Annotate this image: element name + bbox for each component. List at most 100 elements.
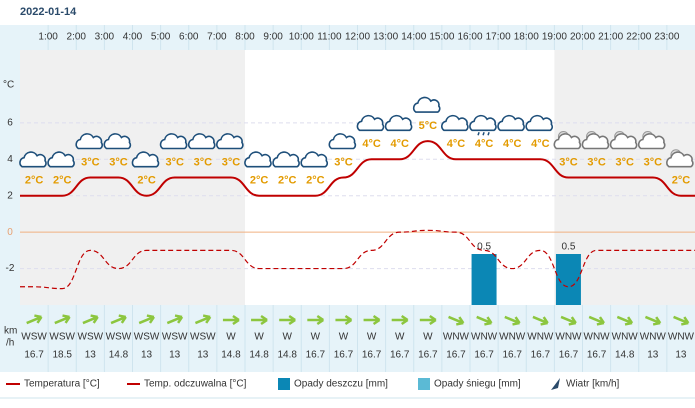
hour-label: 8:00 bbox=[235, 32, 255, 43]
wind-arrow-shape bbox=[82, 314, 99, 325]
weather-icon bbox=[356, 114, 385, 132]
wind-speed: 18.5 bbox=[52, 350, 72, 361]
wind-speed: 13 bbox=[169, 350, 181, 361]
temperature-label: 4°C bbox=[362, 138, 381, 150]
wind-speed: 16.7 bbox=[559, 350, 579, 361]
wind-arrow-shape bbox=[673, 315, 690, 326]
cloud bbox=[525, 114, 554, 132]
wind-arrow bbox=[138, 314, 155, 325]
wind-speed: 13 bbox=[675, 350, 687, 361]
wind-direction: WSW bbox=[134, 332, 160, 343]
temperature-label: 3°C bbox=[587, 156, 606, 168]
hour-label: 3:00 bbox=[95, 32, 115, 43]
temperature-label: 3°C bbox=[194, 156, 213, 168]
cloud bbox=[19, 151, 47, 168]
wind-unit: /h bbox=[6, 338, 14, 349]
legend-label: Opady śniegu [mm] bbox=[434, 379, 521, 390]
chart-title: 2022-01-14 bbox=[20, 6, 77, 18]
wind-unit: km bbox=[4, 326, 17, 337]
wind-direction: WNW bbox=[584, 332, 611, 343]
wind-arrow bbox=[363, 314, 381, 326]
precip-bar bbox=[555, 254, 581, 305]
temperature-label: 3°C bbox=[334, 156, 353, 168]
wind-speed: 16.7 bbox=[418, 350, 438, 361]
y-tick-label: 0 bbox=[7, 227, 13, 238]
wind-direction: WNW bbox=[527, 332, 554, 343]
cloud bbox=[328, 133, 357, 150]
wind-arrow bbox=[419, 314, 437, 326]
temperature-label: 3°C bbox=[165, 156, 184, 168]
hour-label: 16:00 bbox=[457, 32, 482, 43]
wind-arrow bbox=[532, 315, 549, 326]
cloud bbox=[412, 96, 441, 113]
cloud bbox=[356, 114, 385, 132]
weather-icon bbox=[159, 133, 188, 150]
hour-label: 10:00 bbox=[289, 32, 314, 43]
weather-icon bbox=[75, 133, 104, 150]
wind-arrow bbox=[616, 315, 634, 326]
wind-arrow-shape bbox=[504, 315, 521, 326]
temperature-label: 4°C bbox=[447, 138, 466, 150]
wind-arrow bbox=[335, 314, 353, 326]
wind-arrow bbox=[588, 315, 605, 326]
wind-speed: 16.7 bbox=[502, 350, 522, 361]
weather-icon bbox=[581, 131, 610, 150]
legend-swatch bbox=[278, 378, 290, 390]
hour-label: 5:00 bbox=[151, 32, 171, 43]
weather-icon bbox=[328, 133, 357, 150]
legend-label: Wiatr [km/h] bbox=[566, 379, 620, 390]
weather-icon bbox=[131, 151, 160, 168]
legend-label: Temp. odczuwalna [°C] bbox=[144, 379, 247, 390]
wind-speed: 13 bbox=[647, 350, 659, 361]
wind-arrow-shape bbox=[26, 314, 43, 325]
wind-direction: W bbox=[282, 332, 292, 343]
hour-label: 7:00 bbox=[207, 32, 227, 43]
precip-label: 0.5 bbox=[561, 242, 575, 253]
hour-label: 13:00 bbox=[373, 32, 398, 43]
hour-label: 18:00 bbox=[514, 32, 539, 43]
wind-speed: 14.8 bbox=[109, 350, 129, 361]
cloud bbox=[384, 114, 413, 132]
temperature-label: 2°C bbox=[672, 175, 691, 187]
wind-arrow-shape bbox=[532, 315, 549, 326]
temperature-label: 2°C bbox=[278, 175, 297, 187]
legend-swatch bbox=[418, 378, 430, 390]
temperature-label: 5°C bbox=[419, 120, 438, 132]
weather-icon bbox=[19, 151, 47, 168]
wind-direction: WNW bbox=[640, 332, 667, 343]
hour-label: 19:00 bbox=[542, 32, 567, 43]
wind-arrow-shape bbox=[307, 314, 325, 326]
wind-direction: W bbox=[311, 332, 321, 343]
wind-arrow bbox=[279, 314, 296, 326]
wind-arrow-shape bbox=[279, 314, 296, 326]
hour-label: 4:00 bbox=[123, 32, 143, 43]
wind-arrow-shape bbox=[391, 314, 409, 326]
wind-arrow-shape bbox=[560, 315, 577, 326]
temperature-label: 3°C bbox=[615, 156, 634, 168]
temperature-label: 4°C bbox=[475, 138, 494, 150]
wind-direction: WNW bbox=[499, 332, 526, 343]
wind-direction: WNW bbox=[612, 332, 639, 343]
weather-icon bbox=[497, 114, 525, 132]
hour-label: 11:00 bbox=[317, 32, 342, 43]
wind-direction: WSW bbox=[49, 332, 75, 343]
cloud bbox=[609, 133, 638, 150]
temperature-label: 4°C bbox=[503, 138, 522, 150]
wind-arrow bbox=[476, 315, 493, 326]
temperature-label: 4°C bbox=[531, 138, 550, 150]
wind-speed: 14.8 bbox=[615, 350, 635, 361]
weather-icon bbox=[469, 114, 497, 136]
wind-arrow-shape bbox=[194, 314, 212, 325]
wind-arrow bbox=[560, 315, 577, 326]
wind-arrow bbox=[166, 314, 184, 325]
cloud bbox=[637, 133, 666, 150]
temperature-label: 4°C bbox=[390, 138, 409, 150]
y-tick-label: 6 bbox=[7, 117, 13, 128]
precip-label: 0.5 bbox=[477, 242, 491, 253]
rain-drop bbox=[482, 132, 485, 136]
rain-drop bbox=[477, 132, 480, 136]
cloud bbox=[103, 133, 132, 150]
wind-direction: W bbox=[395, 332, 405, 343]
wind-arrow bbox=[54, 314, 71, 325]
wind-speed: 14.8 bbox=[277, 350, 297, 361]
